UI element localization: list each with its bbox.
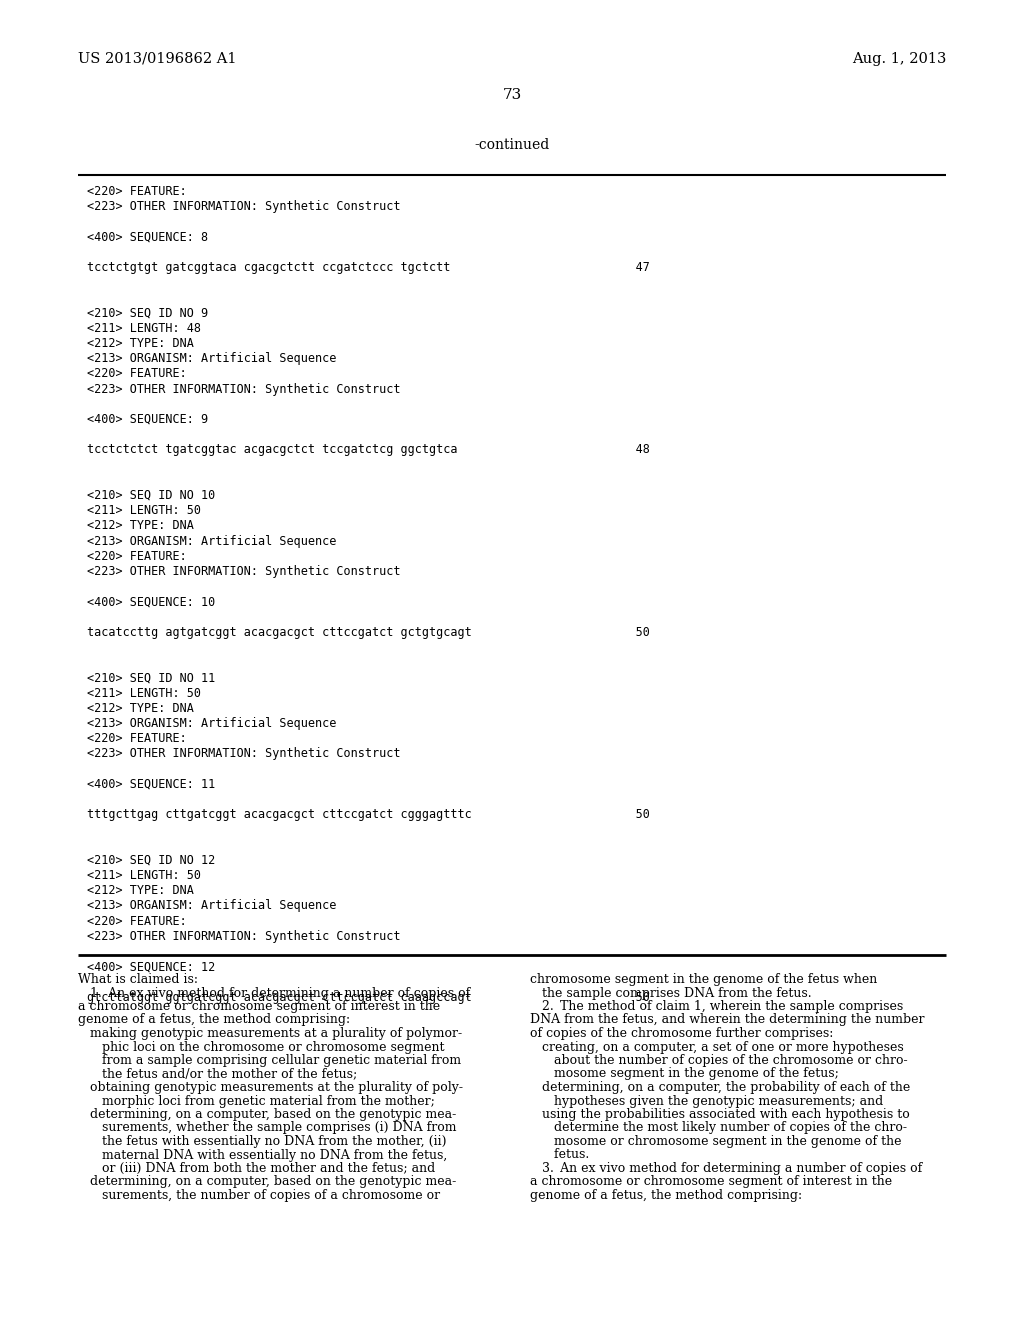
Text: <220> FEATURE:: <220> FEATURE: — [87, 367, 186, 380]
Text: <223> OTHER INFORMATION: Synthetic Construct: <223> OTHER INFORMATION: Synthetic Const… — [87, 929, 400, 942]
Text: What is claimed is:: What is claimed is: — [78, 973, 198, 986]
Text: determining, on a computer, the probability of each of the: determining, on a computer, the probabil… — [530, 1081, 910, 1094]
Text: <210> SEQ ID NO 11: <210> SEQ ID NO 11 — [87, 672, 215, 684]
Text: <210> SEQ ID NO 10: <210> SEQ ID NO 10 — [87, 488, 215, 502]
Text: <210> SEQ ID NO 9: <210> SEQ ID NO 9 — [87, 306, 208, 319]
Text: maternal DNA with essentially no DNA from the fetus,: maternal DNA with essentially no DNA fro… — [78, 1148, 447, 1162]
Text: morphic loci from genetic material from the mother;: morphic loci from genetic material from … — [78, 1094, 435, 1107]
Text: <220> FEATURE:: <220> FEATURE: — [87, 733, 186, 746]
Text: <400> SEQUENCE: 11: <400> SEQUENCE: 11 — [87, 777, 215, 791]
Text: of copies of the chromosome further comprises:: of copies of the chromosome further comp… — [530, 1027, 834, 1040]
Text: <223> OTHER INFORMATION: Synthetic Construct: <223> OTHER INFORMATION: Synthetic Const… — [87, 383, 400, 396]
Text: <211> LENGTH: 48: <211> LENGTH: 48 — [87, 322, 201, 335]
Text: tcctctgtgt gatcggtaca cgacgctctt ccgatctccc tgctctt                          47: tcctctgtgt gatcggtaca cgacgctctt ccgatct… — [87, 261, 650, 275]
Text: -continued: -continued — [474, 139, 550, 152]
Text: <223> OTHER INFORMATION: Synthetic Construct: <223> OTHER INFORMATION: Synthetic Const… — [87, 565, 400, 578]
Text: <400> SEQUENCE: 12: <400> SEQUENCE: 12 — [87, 960, 215, 973]
Text: fetus.: fetus. — [530, 1148, 589, 1162]
Text: about the number of copies of the chromosome or chro-: about the number of copies of the chromo… — [530, 1053, 907, 1067]
Text: <213> ORGANISM: Artificial Sequence: <213> ORGANISM: Artificial Sequence — [87, 717, 336, 730]
Text: <223> OTHER INFORMATION: Synthetic Construct: <223> OTHER INFORMATION: Synthetic Const… — [87, 201, 400, 214]
Text: <400> SEQUENCE: 8: <400> SEQUENCE: 8 — [87, 231, 208, 244]
Text: 3. An ex vivo method for determining a number of copies of: 3. An ex vivo method for determining a n… — [530, 1162, 923, 1175]
Text: gtcttatggt ggtgatcggt acacgacgct cttccgatct caaagccagt                       50: gtcttatggt ggtgatcggt acacgacgct cttccga… — [87, 990, 650, 1003]
Text: <212> TYPE: DNA: <212> TYPE: DNA — [87, 337, 194, 350]
Text: determining, on a computer, based on the genotypic mea-: determining, on a computer, based on the… — [78, 1176, 457, 1188]
Text: tttgcttgag cttgatcggt acacgacgct cttccgatct cgggagtttc                       50: tttgcttgag cttgatcggt acacgacgct cttccga… — [87, 808, 650, 821]
Text: <211> LENGTH: 50: <211> LENGTH: 50 — [87, 686, 201, 700]
Text: <220> FEATURE:: <220> FEATURE: — [87, 915, 186, 928]
Text: <210> SEQ ID NO 12: <210> SEQ ID NO 12 — [87, 854, 215, 867]
Text: using the probabilities associated with each hypothesis to: using the probabilities associated with … — [530, 1107, 909, 1121]
Text: determine the most likely number of copies of the chro-: determine the most likely number of copi… — [530, 1122, 907, 1134]
Text: <213> ORGANISM: Artificial Sequence: <213> ORGANISM: Artificial Sequence — [87, 352, 336, 366]
Text: from a sample comprising cellular genetic material from: from a sample comprising cellular geneti… — [78, 1053, 461, 1067]
Text: <212> TYPE: DNA: <212> TYPE: DNA — [87, 519, 194, 532]
Text: <211> LENGTH: 50: <211> LENGTH: 50 — [87, 504, 201, 517]
Text: tcctctctct tgatcggtac acgacgctct tccgatctcg ggctgtca                         48: tcctctctct tgatcggtac acgacgctct tccgatc… — [87, 444, 650, 457]
Text: a chromosome or chromosome segment of interest in the: a chromosome or chromosome segment of in… — [78, 1001, 440, 1012]
Text: creating, on a computer, a set of one or more hypotheses: creating, on a computer, a set of one or… — [530, 1040, 904, 1053]
Text: <400> SEQUENCE: 9: <400> SEQUENCE: 9 — [87, 413, 208, 426]
Text: <212> TYPE: DNA: <212> TYPE: DNA — [87, 702, 194, 715]
Text: <223> OTHER INFORMATION: Synthetic Construct: <223> OTHER INFORMATION: Synthetic Const… — [87, 747, 400, 760]
Text: 2. The method of claim 1, wherein the sample comprises: 2. The method of claim 1, wherein the sa… — [530, 1001, 903, 1012]
Text: <211> LENGTH: 50: <211> LENGTH: 50 — [87, 869, 201, 882]
Text: a chromosome or chromosome segment of interest in the: a chromosome or chromosome segment of in… — [530, 1176, 892, 1188]
Text: Aug. 1, 2013: Aug. 1, 2013 — [852, 51, 946, 66]
Text: hypotheses given the genotypic measurements; and: hypotheses given the genotypic measureme… — [530, 1094, 884, 1107]
Text: the fetus and/or the mother of the fetus;: the fetus and/or the mother of the fetus… — [78, 1068, 357, 1081]
Text: <213> ORGANISM: Artificial Sequence: <213> ORGANISM: Artificial Sequence — [87, 535, 336, 548]
Text: US 2013/0196862 A1: US 2013/0196862 A1 — [78, 51, 237, 66]
Text: making genotypic measurements at a plurality of polymor-: making genotypic measurements at a plura… — [78, 1027, 462, 1040]
Text: or (iii) DNA from both the mother and the fetus; and: or (iii) DNA from both the mother and th… — [78, 1162, 435, 1175]
Text: <220> FEATURE:: <220> FEATURE: — [87, 185, 186, 198]
Text: DNA from the fetus, and wherein the determining the number: DNA from the fetus, and wherein the dete… — [530, 1014, 925, 1027]
Text: <400> SEQUENCE: 10: <400> SEQUENCE: 10 — [87, 595, 215, 609]
Text: obtaining genotypic measurements at the plurality of poly-: obtaining genotypic measurements at the … — [78, 1081, 463, 1094]
Text: 73: 73 — [503, 88, 521, 102]
Text: <220> FEATURE:: <220> FEATURE: — [87, 550, 186, 562]
Text: genome of a fetus, the method comprising:: genome of a fetus, the method comprising… — [78, 1014, 350, 1027]
Text: chromosome segment in the genome of the fetus when: chromosome segment in the genome of the … — [530, 973, 878, 986]
Text: mosome segment in the genome of the fetus;: mosome segment in the genome of the fetu… — [530, 1068, 839, 1081]
Text: tacatccttg agtgatcggt acacgacgct cttccgatct gctgtgcagt                       50: tacatccttg agtgatcggt acacgacgct cttccga… — [87, 626, 650, 639]
Text: genome of a fetus, the method comprising:: genome of a fetus, the method comprising… — [530, 1189, 802, 1203]
Text: the fetus with essentially no DNA from the mother, (ii): the fetus with essentially no DNA from t… — [78, 1135, 446, 1148]
Text: mosome or chromosome segment in the genome of the: mosome or chromosome segment in the geno… — [530, 1135, 901, 1148]
Text: surements, whether the sample comprises (i) DNA from: surements, whether the sample comprises … — [78, 1122, 457, 1134]
Text: phic loci on the chromosome or chromosome segment: phic loci on the chromosome or chromosom… — [78, 1040, 444, 1053]
Text: determining, on a computer, based on the genotypic mea-: determining, on a computer, based on the… — [78, 1107, 457, 1121]
Text: surements, the number of copies of a chromosome or: surements, the number of copies of a chr… — [78, 1189, 440, 1203]
Text: <212> TYPE: DNA: <212> TYPE: DNA — [87, 884, 194, 898]
Text: <213> ORGANISM: Artificial Sequence: <213> ORGANISM: Artificial Sequence — [87, 899, 336, 912]
Text: 1. An ex vivo method for determining a number of copies of: 1. An ex vivo method for determining a n… — [78, 986, 470, 999]
Text: the sample comprises DNA from the fetus.: the sample comprises DNA from the fetus. — [530, 986, 812, 999]
